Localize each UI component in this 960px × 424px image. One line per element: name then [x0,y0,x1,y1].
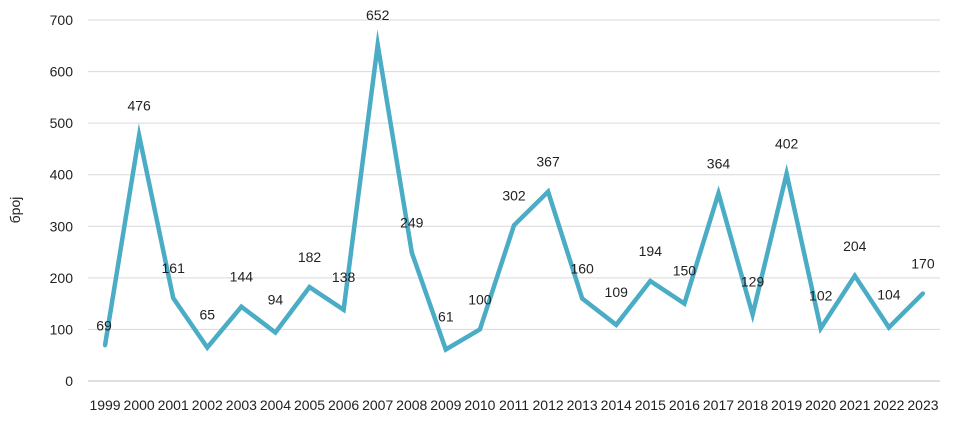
data-point [614,322,619,327]
data-point [171,295,176,300]
data-point [103,343,108,348]
x-tick-label: 2002 [192,397,223,413]
data-label: 129 [741,273,765,289]
y-axis-ticks: 0 100 200 300 400 500 600 700 [50,12,74,389]
data-label: 476 [127,98,151,114]
x-tick-label: 2000 [124,397,155,413]
x-tick-label: 2017 [703,397,734,413]
y-tick-label: 600 [50,64,74,80]
data-label: 194 [639,243,663,259]
x-tick-label: 2021 [839,397,870,413]
data-point [273,330,278,335]
data-label: 249 [400,215,424,231]
data-point [512,223,516,228]
data-label: 100 [468,291,492,307]
data-label: 138 [332,269,356,285]
x-tick-label: 2019 [771,397,802,413]
data-label: 170 [911,255,935,271]
data-point [852,273,857,278]
x-tick-label: 2022 [873,397,904,413]
data-point [920,291,925,296]
x-tick-label: 2020 [805,397,836,413]
data-point [716,191,721,196]
x-tick-label: 2013 [567,397,598,413]
data-point [546,189,551,194]
data-point [682,301,687,306]
y-tick-label: 700 [50,12,74,28]
data-point [750,312,755,317]
data-label: 182 [298,249,322,265]
x-tick-label: 2007 [362,397,393,413]
x-tick-label: 2010 [464,397,495,413]
y-tick-label: 100 [50,321,74,337]
data-point [648,278,653,283]
x-tick-label: 2005 [294,397,325,413]
data-point [443,347,448,352]
data-label: 65 [199,306,215,322]
data-point [341,307,346,312]
y-axis-title: број [7,197,23,224]
x-tick-label: 2001 [158,397,189,413]
grid-layer [88,19,940,382]
data-point [818,326,823,331]
y-tick-label: 300 [50,218,74,234]
data-label: 104 [877,286,901,302]
x-tick-label: 2006 [328,397,359,413]
x-axis-ticks: 1999 2000 2001 2002 2003 2004 2005 2006 2007 2008… [89,397,938,413]
data-point [580,296,585,301]
x-tick-label: 2015 [635,397,666,413]
x-tick-label: 2012 [533,397,564,413]
x-tick-label: 2003 [226,397,257,413]
data-point [239,304,244,309]
data-label: 61 [438,309,454,325]
x-tick-label: 2009 [430,397,461,413]
data-point [307,285,312,290]
data-label: 102 [809,287,833,303]
y-tick-label: 400 [50,167,74,183]
data-label: 364 [707,155,731,171]
data-label: 160 [570,260,594,276]
data-label: 150 [673,263,697,279]
data-label: 204 [843,238,867,254]
data-label: 144 [230,269,254,285]
data-label: 69 [96,317,112,333]
data-labels: 69 476 161 65 144 94 182 138 652 249 61 100 302 367 16… [96,7,935,334]
y-tick-label: 200 [50,270,74,286]
x-tick-label: 2011 [499,397,529,413]
data-label: 161 [162,260,186,276]
data-label: 109 [605,284,629,300]
data-point [477,327,482,332]
x-tick-label: 2016 [669,397,700,413]
y-tick-label: 0 [65,373,73,389]
data-label: 94 [268,292,284,308]
x-tick-label: 2014 [601,397,632,413]
x-tick-label: 2023 [907,397,938,413]
data-label: 367 [536,154,560,170]
data-point [375,42,380,47]
x-tick-label: 2018 [737,397,768,413]
data-label: 402 [775,136,799,152]
data-point [137,133,142,138]
data-label: 302 [502,187,526,203]
data-point [784,171,789,176]
data-point [409,250,414,255]
y-tick-label: 500 [50,115,74,131]
series-layer [102,29,925,353]
data-label: 652 [366,7,390,23]
x-tick-label: 1999 [89,397,120,413]
x-tick-label: 2004 [260,397,291,413]
data-point [886,325,891,330]
x-tick-label: 2008 [396,397,427,413]
data-point [205,345,210,350]
